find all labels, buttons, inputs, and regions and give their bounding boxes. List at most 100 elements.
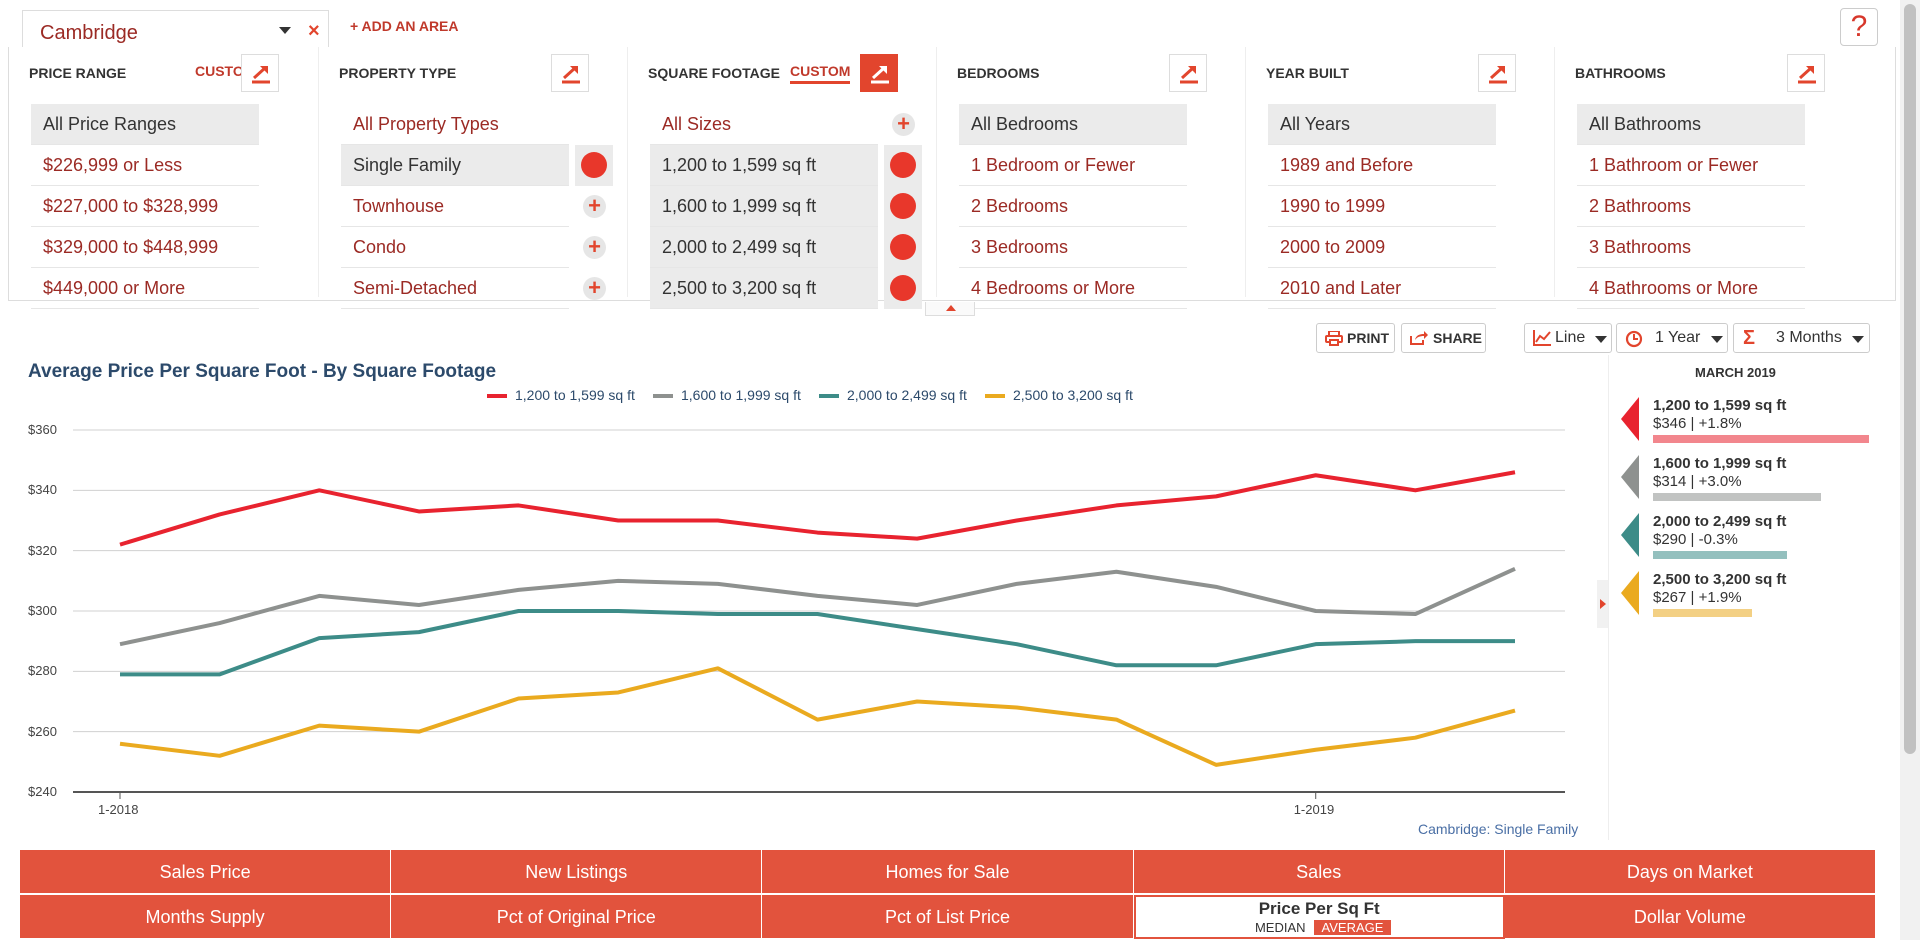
filter-option[interactable]: 3 Bathrooms [1577, 227, 1805, 268]
metric-tab-dollar-volume[interactable]: Dollar Volume [1504, 895, 1876, 939]
filter-option[interactable]: Single Family [341, 145, 569, 186]
series-summary-item[interactable]: 1,200 to 1,599 sq ft $346 | +1.8% [1621, 397, 1881, 453]
metric-tab-pct-of-list-price[interactable]: Pct of List Price [762, 895, 1134, 939]
plus-icon: + [583, 236, 606, 259]
add-option-button[interactable]: + [884, 104, 922, 145]
plus-icon: + [583, 195, 606, 218]
median-toggle[interactable]: MEDIAN [1254, 920, 1306, 935]
series-value: $346 | +1.8% [1653, 415, 1742, 432]
expand-filter-button[interactable] [551, 54, 589, 92]
filter-option[interactable]: $329,000 to $448,999 [31, 227, 259, 268]
series-summary-item[interactable]: 2,000 to 2,499 sq ft $290 | -0.3% [1621, 513, 1881, 569]
selected-dot-icon [890, 234, 916, 260]
metric-tab-new-listings[interactable]: New Listings [391, 850, 763, 894]
remove-option-button[interactable] [884, 145, 922, 186]
page-scrollbar[interactable] [1900, 0, 1920, 940]
series-summary-item[interactable]: 1,600 to 1,999 sq ft $314 | +3.0% [1621, 455, 1881, 511]
filter-option[interactable]: 2,500 to 3,200 sq ft [650, 268, 878, 309]
average-toggle[interactable]: AVERAGE [1313, 920, 1392, 935]
filter-option[interactable]: 1,200 to 1,599 sq ft [650, 145, 878, 186]
series-line-1 [119, 470, 1516, 547]
series-summary-item[interactable]: 2,500 to 3,200 sq ft $267 | +1.9% [1621, 571, 1881, 627]
filter-option[interactable]: 2010 and Later [1268, 268, 1496, 309]
remove-option-button[interactable] [884, 227, 922, 268]
chevron-down-icon[interactable] [279, 27, 291, 34]
rolling-label: 3 Months [1776, 329, 1842, 346]
filter-panel: PRICE RANGE CUSTOM All Price Ranges $226,99… [8, 47, 1896, 309]
remove-option-button[interactable] [575, 145, 613, 186]
chart-caption: Cambridge: Single Family [1418, 821, 1579, 837]
legend-swatch [487, 394, 507, 398]
add-option-button[interactable]: + [575, 268, 613, 309]
remove-option-button[interactable] [884, 268, 922, 309]
chevron-right-icon [1600, 599, 1606, 609]
metric-tab-price-per-sq-ft[interactable]: Price Per Sq Ft MEDIAN AVERAGE [1133, 895, 1505, 939]
legend-swatch [819, 394, 839, 398]
expand-filter-button[interactable] [1787, 54, 1825, 92]
filter-option[interactable]: $226,999 or Less [31, 145, 259, 186]
filter-option[interactable]: 1989 and Before [1268, 145, 1496, 186]
custom-range-link[interactable]: CUSTOM [195, 63, 256, 79]
add-option-button[interactable]: + [575, 227, 613, 268]
filter-option[interactable]: 2,000 to 2,499 sq ft [650, 227, 878, 268]
filter-option[interactable]: All Bathrooms [1577, 104, 1805, 145]
remove-option-button[interactable] [884, 186, 922, 227]
area-selector[interactable]: Cambridge × [22, 10, 329, 48]
filter-option[interactable]: Townhouse [341, 186, 569, 227]
expand-arrow-icon [252, 66, 270, 84]
filter-property-type: PROPERTY TYPE All Property Types Single Fa… [318, 47, 613, 309]
series-value: $314 | +3.0% [1653, 473, 1742, 490]
expand-filter-button[interactable] [241, 54, 279, 92]
filter-option[interactable]: 1990 to 1999 [1268, 186, 1496, 227]
line-chart [73, 429, 1565, 799]
expand-filter-button[interactable] [1169, 54, 1207, 92]
custom-range-link[interactable]: CUSTOM [790, 63, 851, 84]
metric-tab-months-supply[interactable]: Months Supply [20, 895, 392, 939]
expand-filter-button[interactable] [1478, 54, 1516, 92]
filter-option[interactable]: All Sizes [650, 104, 878, 145]
filter-option[interactable]: 2000 to 2009 [1268, 227, 1496, 268]
filter-option[interactable]: Condo [341, 227, 569, 268]
chart-type-select[interactable]: Line [1524, 323, 1612, 353]
filter-option[interactable]: All Years [1268, 104, 1496, 145]
y-tick-label: $280 [28, 663, 57, 679]
share-button[interactable]: SHARE [1401, 323, 1486, 353]
filter-heading: PROPERTY TYPE [339, 65, 457, 81]
filter-option[interactable]: 1,600 to 1,999 sq ft [650, 186, 878, 227]
scrollbar-thumb[interactable] [1904, 4, 1916, 754]
filter-option[interactable]: $227,000 to $328,999 [31, 186, 259, 227]
metric-tab-pct-of-original-price[interactable]: Pct of Original Price [391, 895, 763, 939]
side-panel-toggle[interactable] [1597, 580, 1609, 628]
filter-option[interactable]: Semi-Detached [341, 268, 569, 309]
help-button[interactable]: ? [1840, 8, 1878, 46]
series-line-4 [119, 666, 1516, 767]
metric-tab-days-on-market[interactable]: Days on Market [1504, 850, 1876, 894]
filter-option[interactable]: 2 Bathrooms [1577, 186, 1805, 227]
filter-option[interactable]: 2 Bedrooms [959, 186, 1187, 227]
metric-tab-sales-price[interactable]: Sales Price [20, 850, 392, 894]
filter-option[interactable]: 4 Bathrooms or More [1577, 268, 1805, 309]
filter-option[interactable]: 1 Bedroom or Fewer [959, 145, 1187, 186]
print-button[interactable]: PRINT [1316, 323, 1395, 353]
add-option-button[interactable]: + [575, 186, 613, 227]
legend-label: 1,600 to 1,999 sq ft [681, 387, 801, 403]
filter-option[interactable]: All Bedrooms [959, 104, 1187, 145]
collapse-filters-button[interactable] [925, 302, 975, 316]
rolling-select[interactable]: Σ 3 Months [1733, 323, 1870, 353]
filter-option[interactable]: 3 Bedrooms [959, 227, 1187, 268]
filter-option[interactable]: 4 Bedrooms or More [959, 268, 1187, 309]
filter-heading: PRICE RANGE [29, 65, 127, 81]
add-area-button[interactable]: + ADD AN AREA [350, 18, 459, 34]
filter-option[interactable]: $449,000 or More [31, 268, 259, 309]
filter-option[interactable]: All Price Ranges [31, 104, 259, 145]
metric-tab-homes-for-sale[interactable]: Homes for Sale [762, 850, 1134, 894]
expand-arrow-icon [871, 66, 889, 84]
filter-option[interactable]: 1 Bathroom or Fewer [1577, 145, 1805, 186]
period-select[interactable]: 1 Year [1616, 323, 1728, 353]
close-icon[interactable]: × [308, 20, 320, 42]
metric-tab-sales[interactable]: Sales [1133, 850, 1505, 894]
metric-tabs: Sales Price New Listings Homes for Sale Sal… [20, 850, 1876, 940]
filter-option[interactable]: All Property Types [341, 104, 569, 145]
expand-filter-button[interactable] [860, 54, 898, 92]
filter-heading: SQUARE FOOTAGE [648, 65, 780, 81]
